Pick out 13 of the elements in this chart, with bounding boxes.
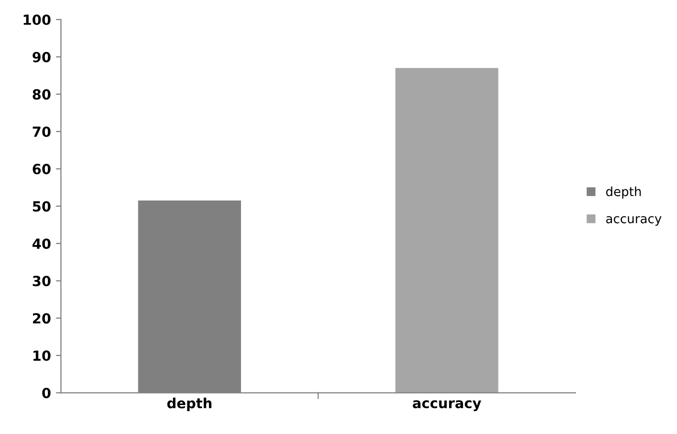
legend-label: accuracy [606, 216, 662, 226]
y-tick-label: 90 [32, 52, 51, 62]
legend-label: depth [606, 186, 641, 199]
y-tick-label: 80 [32, 89, 51, 100]
y-tick-label: 50 [32, 201, 51, 212]
y-tick-label: 100 [24, 14, 51, 26]
y-tick-label: 60 [32, 164, 51, 174]
y-tick-label: 70 [32, 126, 51, 137]
y-tick-label: 10 [33, 350, 51, 361]
y-tick-label: 20 [32, 313, 51, 324]
y-tick-label: 30 [32, 276, 51, 286]
y-tick-label: 40 [32, 238, 51, 249]
y-tick-label: 0 [42, 388, 51, 398]
